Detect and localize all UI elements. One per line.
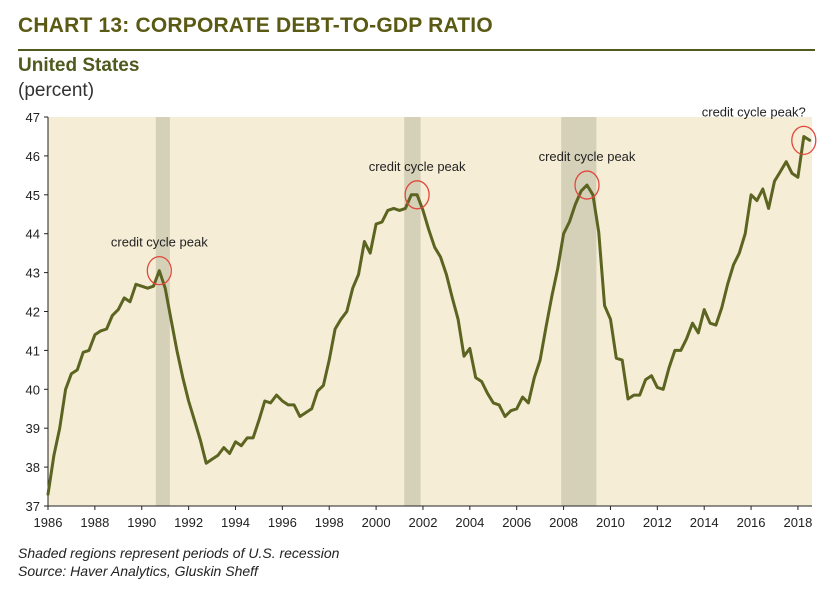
peak-highlight-circle (791, 125, 817, 155)
x-tick-label: 2004 (455, 515, 484, 530)
chart-subtitle: United States (18, 55, 140, 76)
plot-background (48, 117, 812, 506)
y-tick-label: 42 (26, 305, 40, 320)
y-tick-label: 44 (26, 227, 40, 242)
y-tick-label: 43 (26, 266, 40, 281)
recession-shading (155, 117, 597, 506)
recession-band (155, 117, 170, 506)
x-tick-label: 2016 (737, 515, 766, 530)
recession-band (561, 117, 597, 506)
x-tick-label: 1992 (174, 515, 203, 530)
recession-band (404, 117, 421, 506)
y-tick-label: 45 (26, 188, 40, 203)
x-tick-label: 1988 (80, 515, 109, 530)
x-tick-label: 1996 (268, 515, 297, 530)
peak-highlight-circle (146, 256, 172, 286)
y-tick-label: 39 (26, 421, 40, 436)
recession-footnote: Shaded regions represent periods of U.S.… (18, 545, 340, 561)
x-tick-label: 2002 (409, 515, 438, 530)
y-tick-label: 46 (26, 149, 40, 164)
x-tick-label: 2014 (690, 515, 719, 530)
peak-highlight-circle (404, 180, 430, 210)
source-footnote: Source: Haver Analytics, Gluskin Sheff (18, 563, 258, 579)
x-tick-label: 1990 (127, 515, 156, 530)
x-tick-label: 2000 (362, 515, 391, 530)
x-tick-label: 2008 (549, 515, 578, 530)
peak-annotation-label: credit cycle peak (369, 159, 466, 174)
units-label: (percent) (18, 80, 95, 101)
x-tick-label: 2006 (502, 515, 531, 530)
y-tick-label: 37 (26, 499, 40, 514)
annotations: credit cycle peak credit cycle peak credit… (111, 104, 817, 286)
y-tick-label: 38 (26, 460, 40, 475)
x-tick-label: 1994 (221, 515, 250, 530)
axes: 37 38 39 40 41 42 43 44 45 46 47 1986 1988 1990 1992 19… (26, 110, 813, 530)
series-layer (46, 135, 812, 496)
x-tick-label: 2018 (783, 515, 812, 530)
x-tick-label: 2010 (596, 515, 625, 530)
y-tick-label: 47 (26, 110, 40, 125)
x-tick-label: 1986 (34, 515, 63, 530)
x-tick-label: 2012 (643, 515, 672, 530)
peak-annotation-label: credit cycle peak (539, 149, 636, 164)
debt-ratio-series-line (46, 135, 812, 496)
chart-title: CHART 13: CORPORATE DEBT-TO-GDP RATIO (18, 14, 493, 37)
peak-highlight-circle (574, 170, 600, 200)
peak-annotation-label: credit cycle peak (111, 235, 208, 250)
y-tick-label: 40 (26, 382, 40, 397)
peak-annotation-label: credit cycle peak? (702, 104, 806, 119)
y-tick-label: 41 (26, 343, 40, 358)
title-divider (18, 49, 815, 51)
x-tick-label: 1998 (315, 515, 344, 530)
